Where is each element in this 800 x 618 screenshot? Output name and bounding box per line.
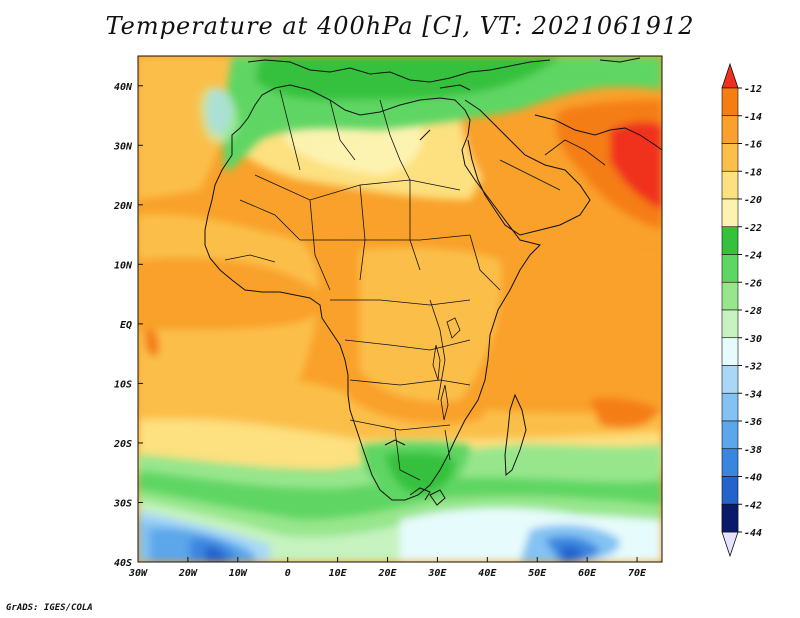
temperature-field bbox=[138, 56, 662, 562]
colorbar-label: -32 bbox=[744, 362, 762, 373]
x-tick-label: 30W bbox=[128, 568, 148, 579]
colorbar: -12 -14 -16 -18 -20 -22 -24 -26 -28 -30 -32 -34 -36 -… bbox=[721, 62, 762, 558]
colorbar-swatch bbox=[721, 503, 739, 533]
colorbar-swatch bbox=[721, 420, 739, 450]
colorbar-swatch bbox=[721, 476, 739, 505]
colorbar-label: -44 bbox=[744, 528, 762, 539]
map-frame bbox=[137, 55, 663, 563]
colorbar-swatch bbox=[721, 198, 739, 228]
colorbar-label: -38 bbox=[744, 445, 762, 456]
y-tick-label: 30N bbox=[113, 141, 133, 152]
x-tick-label: 60E bbox=[578, 568, 597, 579]
colorbar-swatch bbox=[721, 254, 739, 283]
colorbar-label: -14 bbox=[744, 112, 762, 123]
colorbar-label: -42 bbox=[744, 500, 762, 511]
x-tick-label: 70E bbox=[628, 568, 647, 579]
colorbar-swatch bbox=[721, 170, 739, 200]
colorbar-label: -12 bbox=[744, 84, 762, 95]
x-tick-label: 0 bbox=[285, 568, 291, 579]
colorbar-label: -20 bbox=[744, 195, 762, 206]
colorbar-label: -40 bbox=[744, 473, 762, 484]
colorbar-label: -26 bbox=[744, 278, 762, 289]
page-title: Temperature at 400hPa [C], VT: 202106191… bbox=[105, 12, 695, 40]
y-tick-label: 40N bbox=[114, 82, 133, 93]
lakes bbox=[432, 317, 461, 421]
colorbar-swatch bbox=[721, 337, 739, 366]
colorbar-bottom-extend bbox=[721, 531, 739, 558]
y-tick-label: 20S bbox=[113, 439, 132, 450]
colorbar-swatch bbox=[721, 226, 739, 255]
y-tick-label: 40S bbox=[114, 558, 132, 569]
x-tick-label: 30E bbox=[427, 568, 447, 579]
colorbar-label: -36 bbox=[744, 417, 762, 428]
y-tick-label: 10N bbox=[114, 260, 133, 271]
colorbar-label: -28 bbox=[744, 306, 762, 317]
colorbar-swatch bbox=[721, 143, 739, 172]
y-tick-label: EQ bbox=[120, 320, 132, 331]
y-tick-label: 20N bbox=[113, 201, 133, 212]
x-tick-label: 10W bbox=[229, 568, 248, 579]
colorbar-swatch bbox=[721, 365, 739, 394]
x-tick-label: 50E bbox=[528, 568, 547, 579]
colorbar-swatch bbox=[721, 87, 739, 117]
colorbar-top-extend bbox=[721, 62, 739, 89]
colorbar-swatch bbox=[721, 309, 739, 339]
y-tick-label: 10S bbox=[114, 379, 132, 390]
colorbar-label: -24 bbox=[744, 251, 762, 262]
colorbar-swatch bbox=[721, 281, 739, 311]
colorbar-swatch bbox=[721, 448, 739, 477]
y-axis: 40N 30N 20N 10N EQ 10S 20S 30S 40S bbox=[113, 82, 143, 569]
x-tick-label: 40E bbox=[478, 568, 497, 579]
y-tick-label: 30S bbox=[113, 498, 132, 509]
colorbar-swatch bbox=[721, 115, 739, 144]
country-borders bbox=[224, 89, 606, 481]
x-tick-label: 10E bbox=[329, 568, 348, 579]
footer-credit: GrADS: IGES/COLA bbox=[6, 603, 93, 613]
coastlines bbox=[204, 57, 662, 506]
colorbar-label: -16 bbox=[744, 140, 762, 151]
x-tick-label: 20W bbox=[178, 568, 198, 579]
x-axis: 30W 20W 10W 0 10E 20E 30E 40E 50E 60E 70E bbox=[128, 557, 647, 579]
colorbar-label: -34 bbox=[744, 389, 762, 400]
colorbar-swatch bbox=[721, 392, 739, 422]
colorbar-label: -18 bbox=[744, 167, 762, 178]
colorbar-label: -30 bbox=[744, 334, 762, 345]
colorbar-label: -22 bbox=[744, 223, 762, 234]
x-tick-label: 20E bbox=[377, 568, 397, 579]
